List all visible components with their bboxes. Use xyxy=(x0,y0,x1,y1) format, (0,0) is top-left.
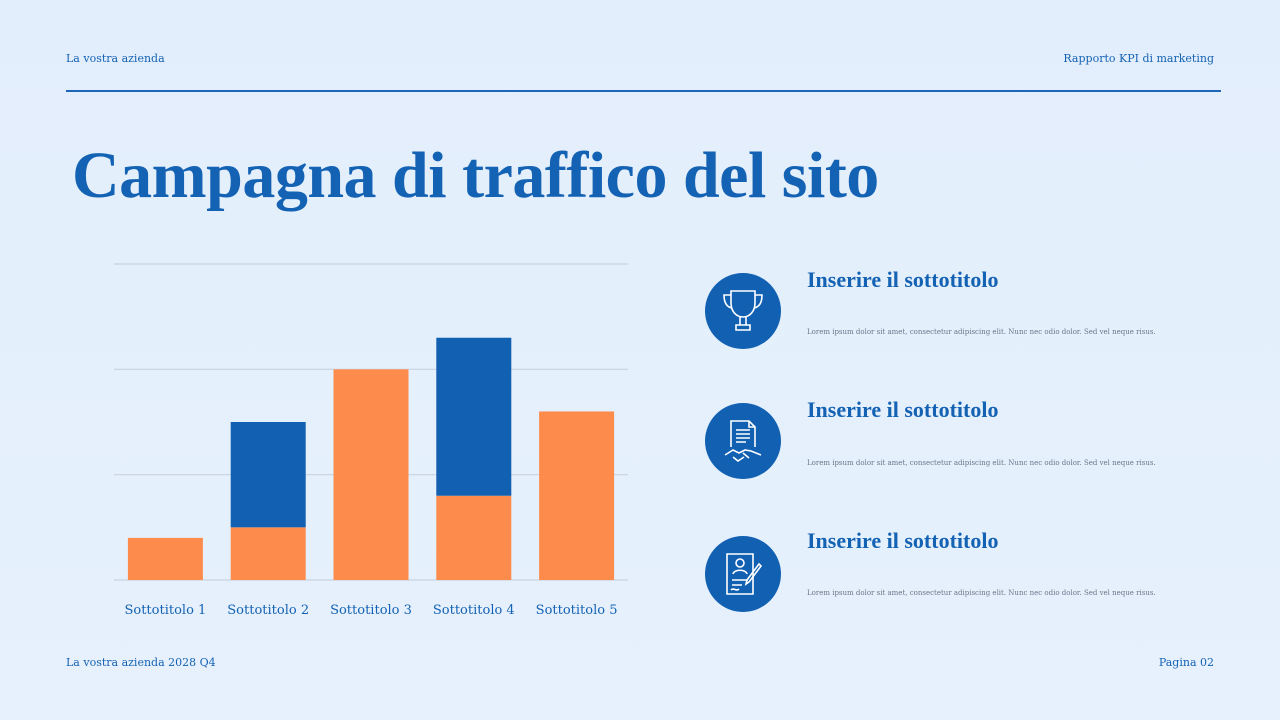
item-text: Lorem ipsum dolor sit amet, consectetur … xyxy=(807,328,1156,336)
bar-4-series-1 xyxy=(436,495,512,580)
x-tick-label: Sottotitolo 4 xyxy=(432,603,515,618)
bar-3-series-1 xyxy=(333,369,409,580)
signed-document-icon xyxy=(705,536,781,612)
x-tick-label: Sottotitolo 1 xyxy=(124,603,207,618)
item-text: Lorem ipsum dolor sit amet, consectetur … xyxy=(807,459,1156,467)
x-tick-label: Sottotitolo 2 xyxy=(227,603,310,618)
footer-period: La vostra azienda 2028 Q4 xyxy=(66,656,216,669)
bar-2-series-2 xyxy=(230,422,306,528)
bar-1-series-1 xyxy=(127,537,203,580)
contract-handshake-icon xyxy=(705,403,781,479)
x-tick-label: Sottotitolo 3 xyxy=(330,603,412,618)
page-title: Campagna di traffico del sito xyxy=(72,139,879,212)
item-subtitle: Inserire il sottotitolo xyxy=(807,528,999,553)
item-subtitle: Inserire il sottotitolo xyxy=(807,397,999,422)
header-divider xyxy=(66,90,1221,92)
trophy-icon xyxy=(705,273,781,349)
bar-5-series-1 xyxy=(539,411,615,580)
stacked-bar-chart xyxy=(114,263,628,581)
x-tick-label: Sottotitolo 5 xyxy=(535,603,618,618)
header-report-title: Rapporto KPI di marketing xyxy=(1063,52,1214,65)
bar-4-series-2 xyxy=(436,337,512,496)
bar-2-series-1 xyxy=(230,527,306,580)
header-company: La vostra azienda xyxy=(66,52,165,65)
page-number: Pagina 02 xyxy=(1158,656,1214,669)
item-subtitle: Inserire il sottotitolo xyxy=(807,267,999,292)
item-text: Lorem ipsum dolor sit amet, consectetur … xyxy=(807,589,1156,597)
